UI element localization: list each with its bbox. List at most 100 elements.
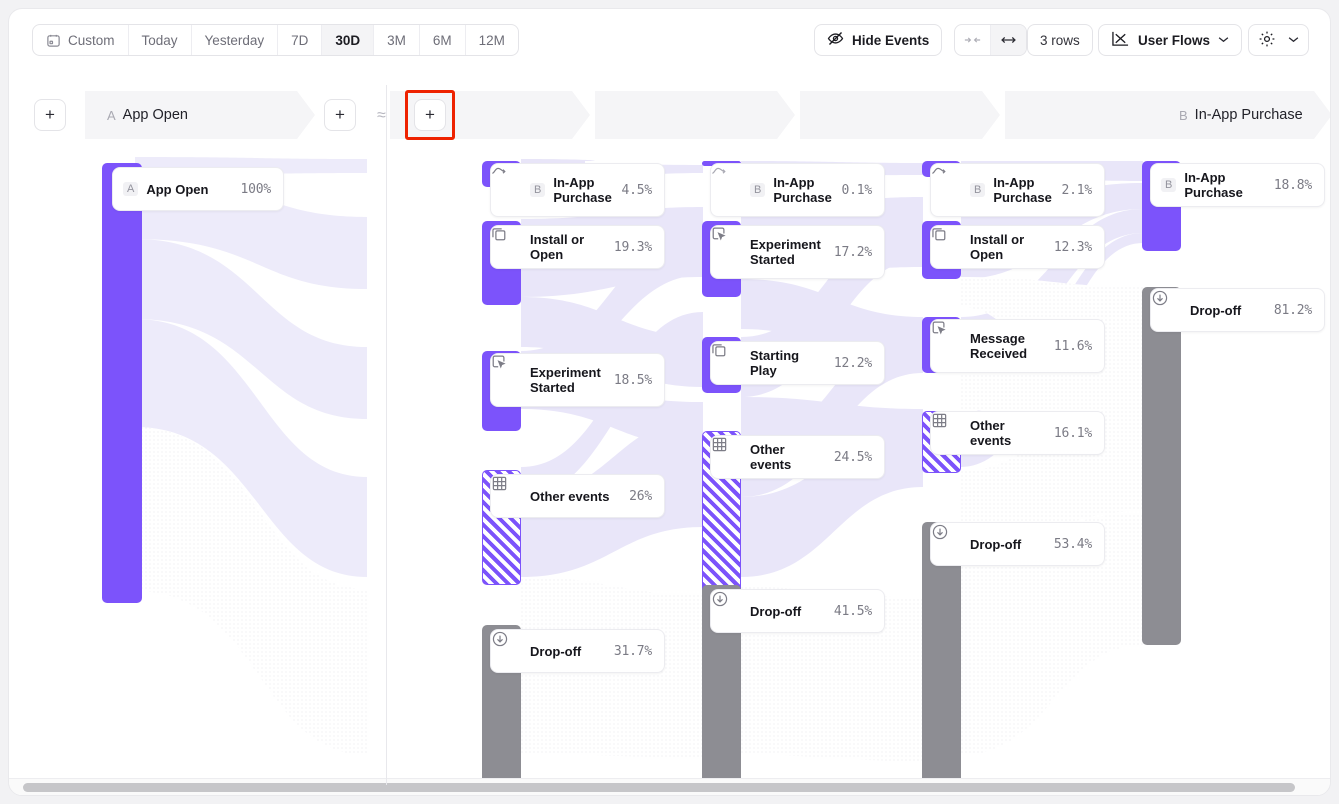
click-icon bbox=[932, 321, 961, 356]
node-value: 11.6% bbox=[1053, 338, 1092, 354]
grid-icon bbox=[712, 437, 741, 467]
node-label: Message Received bbox=[970, 331, 1028, 361]
node-label: Experiment Started bbox=[530, 365, 601, 395]
node-col2-other-events[interactable]: Other events 24.5% bbox=[710, 435, 885, 479]
hide-events-button[interactable]: Hide Events bbox=[814, 24, 943, 56]
dropoff-icon bbox=[1152, 290, 1181, 320]
scrollbar-thumb[interactable] bbox=[23, 783, 1295, 792]
step-header-bar: + A App Open + ≈ + B In-App Purchase bbox=[9, 85, 1330, 145]
toolbar: Custom Today Yesterday 7D 30D 3M 6M 12M … bbox=[9, 9, 1330, 71]
node-value: 53.4% bbox=[1053, 536, 1092, 552]
node-col2-experiment-started[interactable]: Experiment Started 17.2% bbox=[710, 225, 885, 279]
node-value: 81.2% bbox=[1273, 302, 1312, 318]
date-range-custom[interactable]: Custom bbox=[33, 25, 129, 55]
settings-button[interactable] bbox=[1248, 24, 1309, 56]
node-col3-install-or-open[interactable]: Install or Open 12.3% bbox=[930, 225, 1105, 269]
dropoff-icon bbox=[932, 524, 961, 554]
node-label: In-App Purchase bbox=[553, 175, 612, 205]
node-label: Drop-off bbox=[970, 536, 1022, 552]
node-label: In-App Purchase bbox=[773, 175, 832, 205]
node-label: Install or Open bbox=[530, 232, 585, 262]
date-range-7d[interactable]: 7D bbox=[278, 25, 323, 55]
node-badge-b: B bbox=[1161, 178, 1177, 192]
node-col3-in-app-purchase[interactable]: B In-App Purchase 2.1% bbox=[930, 163, 1105, 217]
add-step-button-1[interactable]: + bbox=[324, 99, 356, 131]
node-col3-other-events[interactable]: Other events 16.1% bbox=[930, 411, 1105, 455]
node-col1-in-app-purchase[interactable]: B In-App Purchase 4.5% bbox=[490, 163, 665, 217]
zoom-controls[interactable] bbox=[954, 24, 1027, 56]
node-label: Drop-off bbox=[750, 603, 802, 619]
node-col3-drop-off[interactable]: Drop-off 53.4% bbox=[930, 522, 1105, 566]
step-segment-a[interactable]: A App Open bbox=[85, 91, 315, 139]
add-step-button-2[interactable]: + bbox=[414, 99, 446, 131]
node-col0-app-open[interactable]: A App Open 100% bbox=[112, 167, 284, 211]
node-value: 18.8% bbox=[1273, 177, 1312, 193]
node-label: In-App Purchase bbox=[993, 175, 1052, 205]
click-icon bbox=[712, 227, 741, 262]
sankey-canvas: A App Open 100% B In-App Purchase 4.5% I… bbox=[9, 147, 1330, 780]
node-col1-experiment-started[interactable]: Experiment Started 18.5% bbox=[490, 353, 665, 407]
node-value: 17.2% bbox=[833, 244, 872, 260]
rows-button[interactable]: 3 rows bbox=[1027, 24, 1093, 56]
view-type-label: User Flows bbox=[1138, 32, 1211, 48]
dropoff-icon bbox=[492, 631, 521, 661]
trend-icon bbox=[712, 167, 741, 200]
node-value: 41.5% bbox=[833, 603, 872, 619]
node-value: 12.2% bbox=[833, 355, 872, 371]
node-label: In-App Purchase bbox=[1184, 170, 1243, 200]
rows-label: 3 rows bbox=[1040, 32, 1080, 48]
step-squiggle-icon: ≈ bbox=[377, 107, 386, 124]
node-label: Other events bbox=[530, 488, 610, 504]
node-col2-starting-play[interactable]: Starting Play 12.2% bbox=[710, 341, 885, 385]
trend-icon bbox=[492, 167, 521, 200]
date-range-6m[interactable]: 6M bbox=[420, 25, 466, 55]
node-badge-b: B bbox=[750, 183, 766, 197]
node-value: 31.7% bbox=[613, 643, 652, 659]
node-value: 4.5% bbox=[621, 182, 652, 198]
node-label: Experiment Started bbox=[750, 237, 821, 267]
node-value: 12.3% bbox=[1053, 239, 1092, 255]
date-range-12m[interactable]: 12M bbox=[478, 32, 505, 48]
date-range-yesterday[interactable]: Yesterday bbox=[192, 25, 279, 55]
eye-off-icon bbox=[827, 30, 844, 50]
step-segment-b[interactable]: B In-App Purchase bbox=[1005, 91, 1331, 139]
node-col2-in-app-purchase[interactable]: B In-App Purchase 0.1% bbox=[710, 163, 885, 217]
gear-icon bbox=[1258, 30, 1276, 51]
node-label: Other events bbox=[970, 418, 1012, 448]
node-value: 100% bbox=[240, 181, 271, 197]
horizontal-scrollbar[interactable] bbox=[9, 778, 1330, 795]
node-col1-drop-off[interactable]: Drop-off 31.7% bbox=[490, 629, 665, 673]
collapse-horizontal-icon[interactable] bbox=[955, 25, 991, 55]
node-col3-message-received[interactable]: Message Received 11.6% bbox=[930, 319, 1105, 373]
bar-col4-drop-off bbox=[1142, 287, 1181, 645]
date-range-30d[interactable]: 30D bbox=[322, 25, 375, 55]
node-value: 18.5% bbox=[613, 372, 652, 388]
node-col1-other-events[interactable]: Other events 26% bbox=[490, 474, 665, 518]
node-label: Drop-off bbox=[1190, 302, 1242, 318]
node-value: 2.1% bbox=[1061, 182, 1092, 198]
node-col1-install-or-open[interactable]: Install or Open 19.3% bbox=[490, 225, 665, 269]
column-divider bbox=[386, 85, 387, 785]
node-label: Drop-off bbox=[530, 643, 582, 659]
dropoff-icon bbox=[712, 591, 741, 621]
calendar-icon bbox=[46, 33, 61, 48]
chevron-down-icon bbox=[1218, 35, 1229, 46]
view-type-button[interactable]: User Flows bbox=[1098, 24, 1243, 56]
copy-icon bbox=[932, 228, 961, 257]
expand-horizontal-icon[interactable] bbox=[991, 25, 1026, 55]
node-col4-in-app-purchase[interactable]: B In-App Purchase 18.8% bbox=[1150, 163, 1325, 207]
date-range-today[interactable]: Today bbox=[129, 25, 192, 55]
add-step-button-start[interactable]: + bbox=[34, 99, 66, 131]
date-range-selector[interactable]: Custom Today Yesterday 7D 30D 3M 6M 12M bbox=[32, 24, 519, 56]
node-col4-drop-off[interactable]: Drop-off 81.2% bbox=[1150, 288, 1325, 332]
node-label: Install or Open bbox=[970, 232, 1025, 262]
bar-col1-other-events bbox=[482, 470, 521, 585]
node-col2-drop-off[interactable]: Drop-off 41.5% bbox=[710, 589, 885, 633]
grid-icon bbox=[492, 476, 521, 506]
step-segment-3[interactable] bbox=[800, 91, 1000, 139]
node-label: Other events bbox=[750, 442, 792, 472]
grid-icon bbox=[932, 413, 961, 443]
date-range-3m[interactable]: 3M bbox=[374, 25, 420, 55]
step-segment-2[interactable] bbox=[595, 91, 795, 139]
step-tag-a: A bbox=[107, 107, 116, 123]
